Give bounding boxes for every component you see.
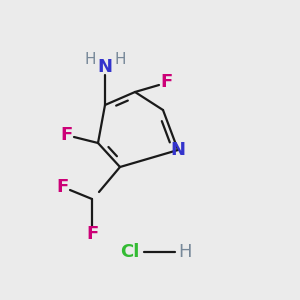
Text: F: F (161, 73, 173, 91)
Text: F: F (86, 225, 98, 243)
Text: H: H (114, 52, 126, 67)
Text: H: H (84, 52, 96, 67)
Text: N: N (170, 141, 185, 159)
Text: F: F (56, 178, 68, 196)
Text: F: F (60, 126, 72, 144)
Text: H: H (178, 243, 192, 261)
Text: Cl: Cl (120, 243, 140, 261)
Text: N: N (98, 58, 112, 76)
